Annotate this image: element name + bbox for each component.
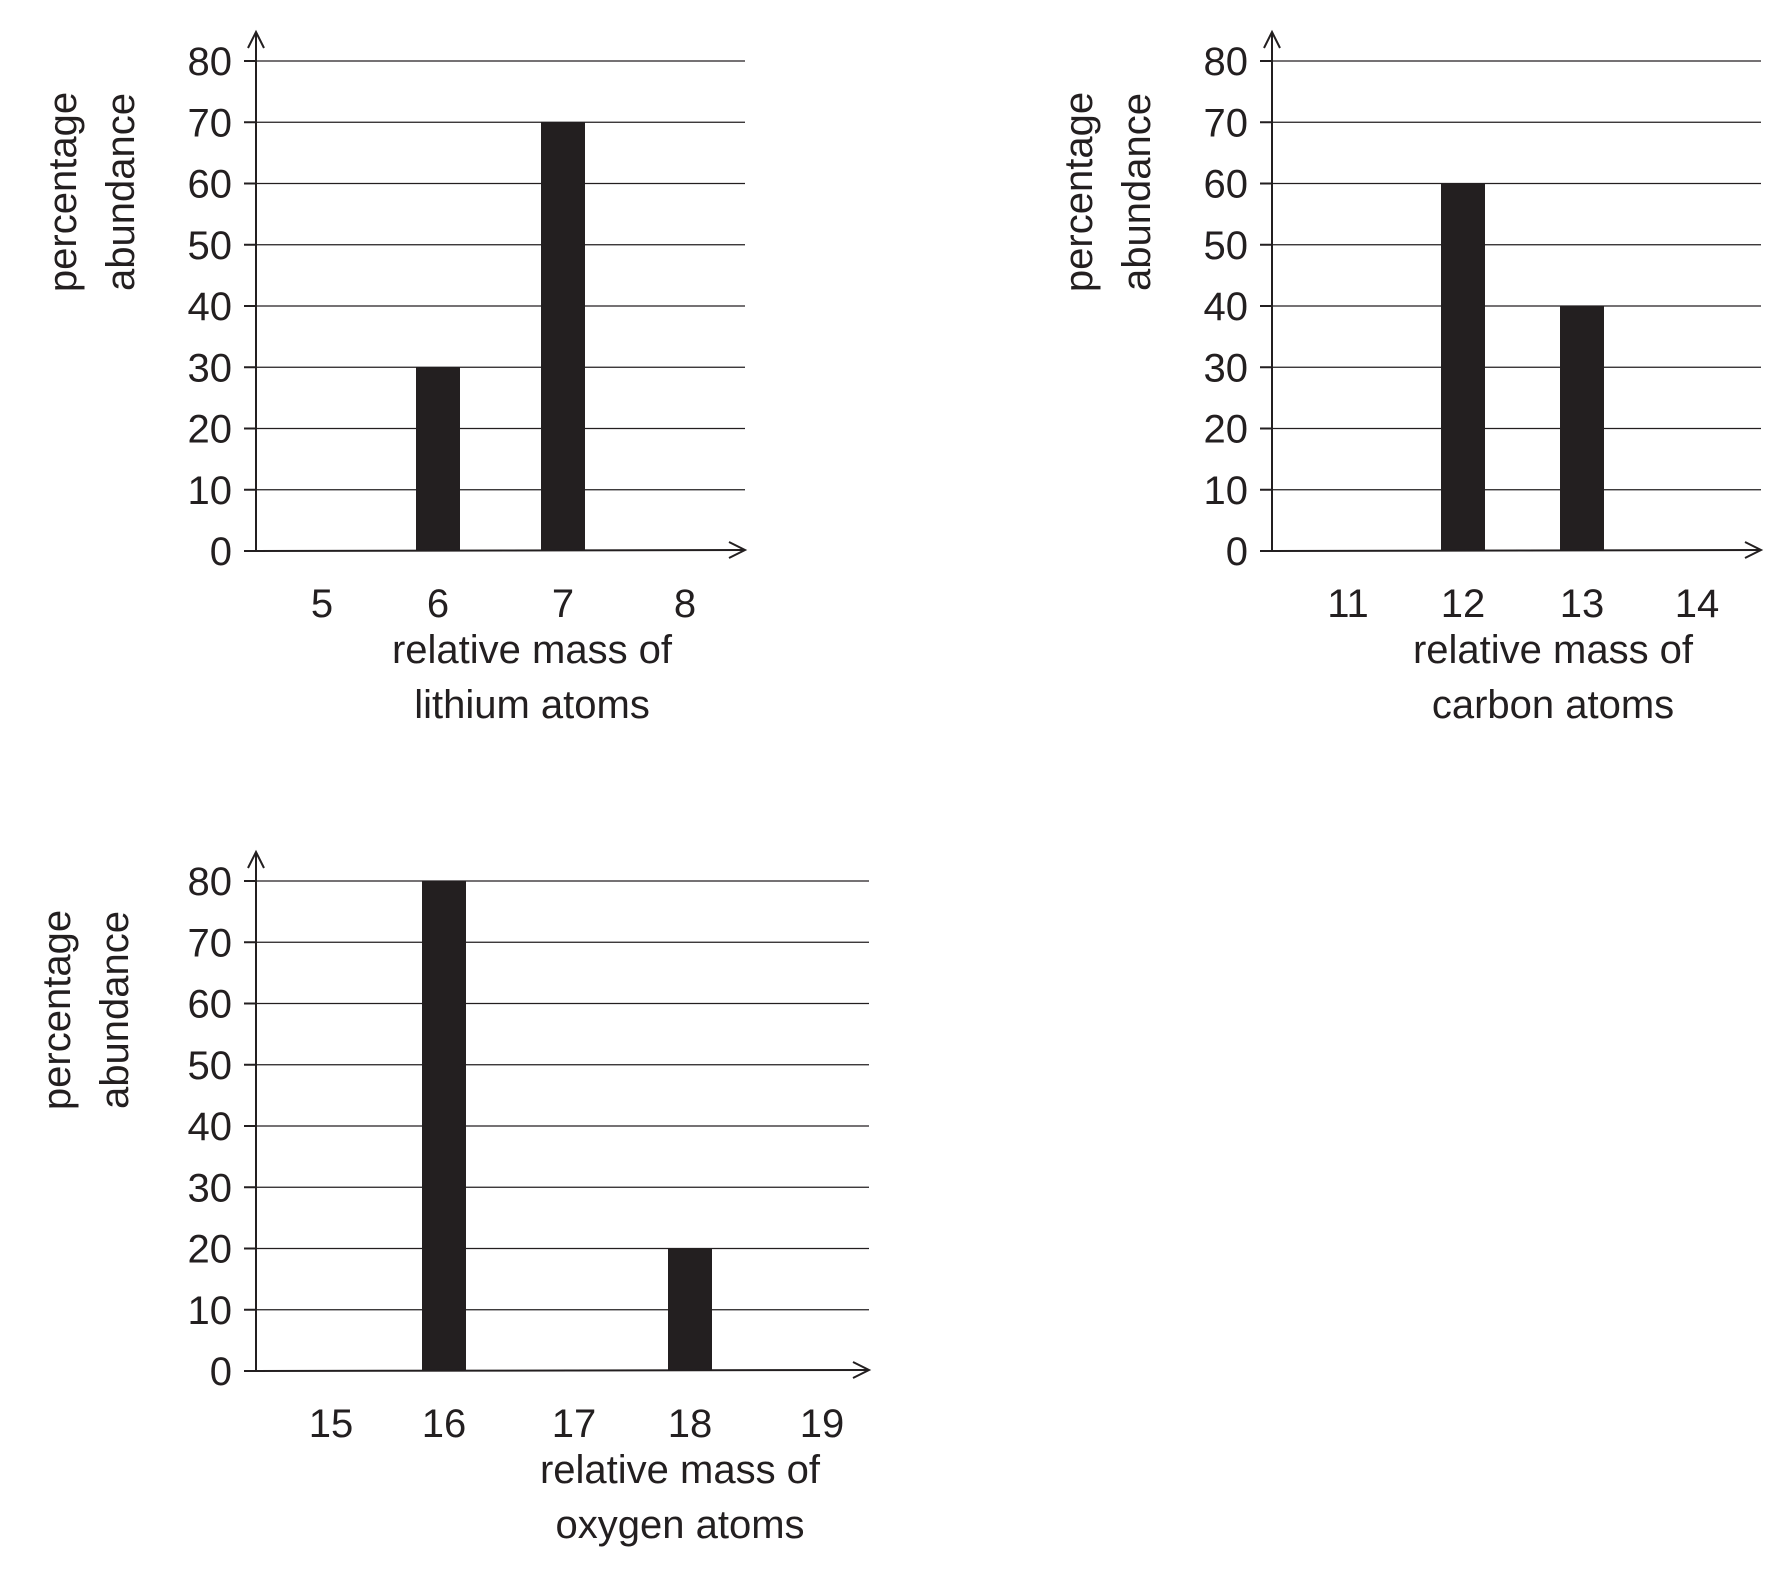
y-tick-label: 40 [188, 1105, 233, 1149]
x-axis-arrow [728, 541, 748, 559]
y-tick-label: 10 [188, 1289, 233, 1333]
y-tick-label: 40 [188, 285, 233, 329]
y-axis-arrow [1263, 29, 1281, 49]
y-tick-label: 40 [1204, 285, 1249, 329]
bar-18 [668, 1248, 712, 1371]
bar-12 [1441, 183, 1485, 551]
x-tick-label: 15 [309, 1402, 354, 1446]
x-axis [255, 1369, 870, 1372]
x-axis-title-line: lithium atoms [414, 683, 650, 727]
y-tick-label: 80 [1204, 40, 1249, 84]
bar-16 [422, 881, 466, 1371]
bar-13 [1560, 306, 1604, 551]
x-tick-label: 16 [422, 1402, 467, 1446]
x-tick-label: 11 [1327, 582, 1369, 626]
x-tick-label: 19 [800, 1402, 845, 1446]
x-axis-title-line: relative mass of [1413, 628, 1694, 672]
y-tick-label: 70 [188, 921, 233, 965]
x-axis-title-line: relative mass of [540, 1448, 821, 1492]
y-tick-label: 0 [1226, 530, 1248, 574]
x-axis-arrow [1744, 541, 1764, 559]
y-tick-label: 50 [188, 1044, 233, 1088]
x-tick-label: 13 [1560, 582, 1605, 626]
y-axis-title-line: percentage [41, 92, 85, 292]
y-tick-label: 70 [188, 101, 233, 145]
y-axis-title-line: percentage [1057, 92, 1101, 292]
bar-7 [541, 122, 585, 551]
x-tick-label: 12 [1441, 582, 1486, 626]
x-axis [255, 549, 746, 552]
y-tick-label: 60 [188, 983, 233, 1027]
x-axis-title-line: oxygen atoms [555, 1503, 804, 1547]
y-axis-title-line: abundance [99, 93, 143, 291]
y-axis-title-line: percentage [35, 910, 79, 1110]
x-axis [1271, 549, 1762, 552]
y-tick-label: 30 [188, 346, 233, 390]
x-axis-title-line: relative mass of [392, 628, 673, 672]
bar-6 [416, 367, 460, 551]
y-tick-label: 80 [188, 860, 233, 904]
y-tick-label: 10 [188, 469, 233, 513]
x-axis-arrow [852, 1361, 872, 1379]
y-tick-label: 30 [188, 1166, 233, 1210]
x-tick-label: 14 [1675, 582, 1720, 626]
y-tick-label: 70 [1204, 101, 1249, 145]
y-tick-label: 0 [210, 1350, 232, 1394]
y-tick-label: 20 [188, 408, 233, 452]
y-axis-title-line: abundance [93, 911, 137, 1109]
x-tick-label: 5 [311, 582, 333, 626]
y-tick-label: 10 [1204, 469, 1249, 513]
x-tick-label: 8 [674, 582, 696, 626]
y-axis-arrow [247, 29, 265, 49]
y-tick-label: 0 [210, 530, 232, 574]
x-tick-label: 17 [552, 1402, 597, 1446]
y-axis-title-line: abundance [1115, 93, 1159, 291]
y-tick-label: 60 [1204, 163, 1249, 207]
y-tick-label: 50 [188, 224, 233, 268]
y-tick-label: 50 [1204, 224, 1249, 268]
y-tick-label: 60 [188, 163, 233, 207]
y-tick-label: 20 [1204, 408, 1249, 452]
y-axis-arrow [247, 849, 265, 869]
x-tick-label: 18 [668, 1402, 713, 1446]
x-tick-label: 6 [427, 582, 449, 626]
x-tick-label: 7 [552, 582, 574, 626]
y-tick-label: 20 [188, 1228, 233, 1272]
y-tick-label: 80 [188, 40, 233, 84]
y-tick-label: 30 [1204, 346, 1249, 390]
x-axis-title-line: carbon atoms [1432, 683, 1674, 727]
